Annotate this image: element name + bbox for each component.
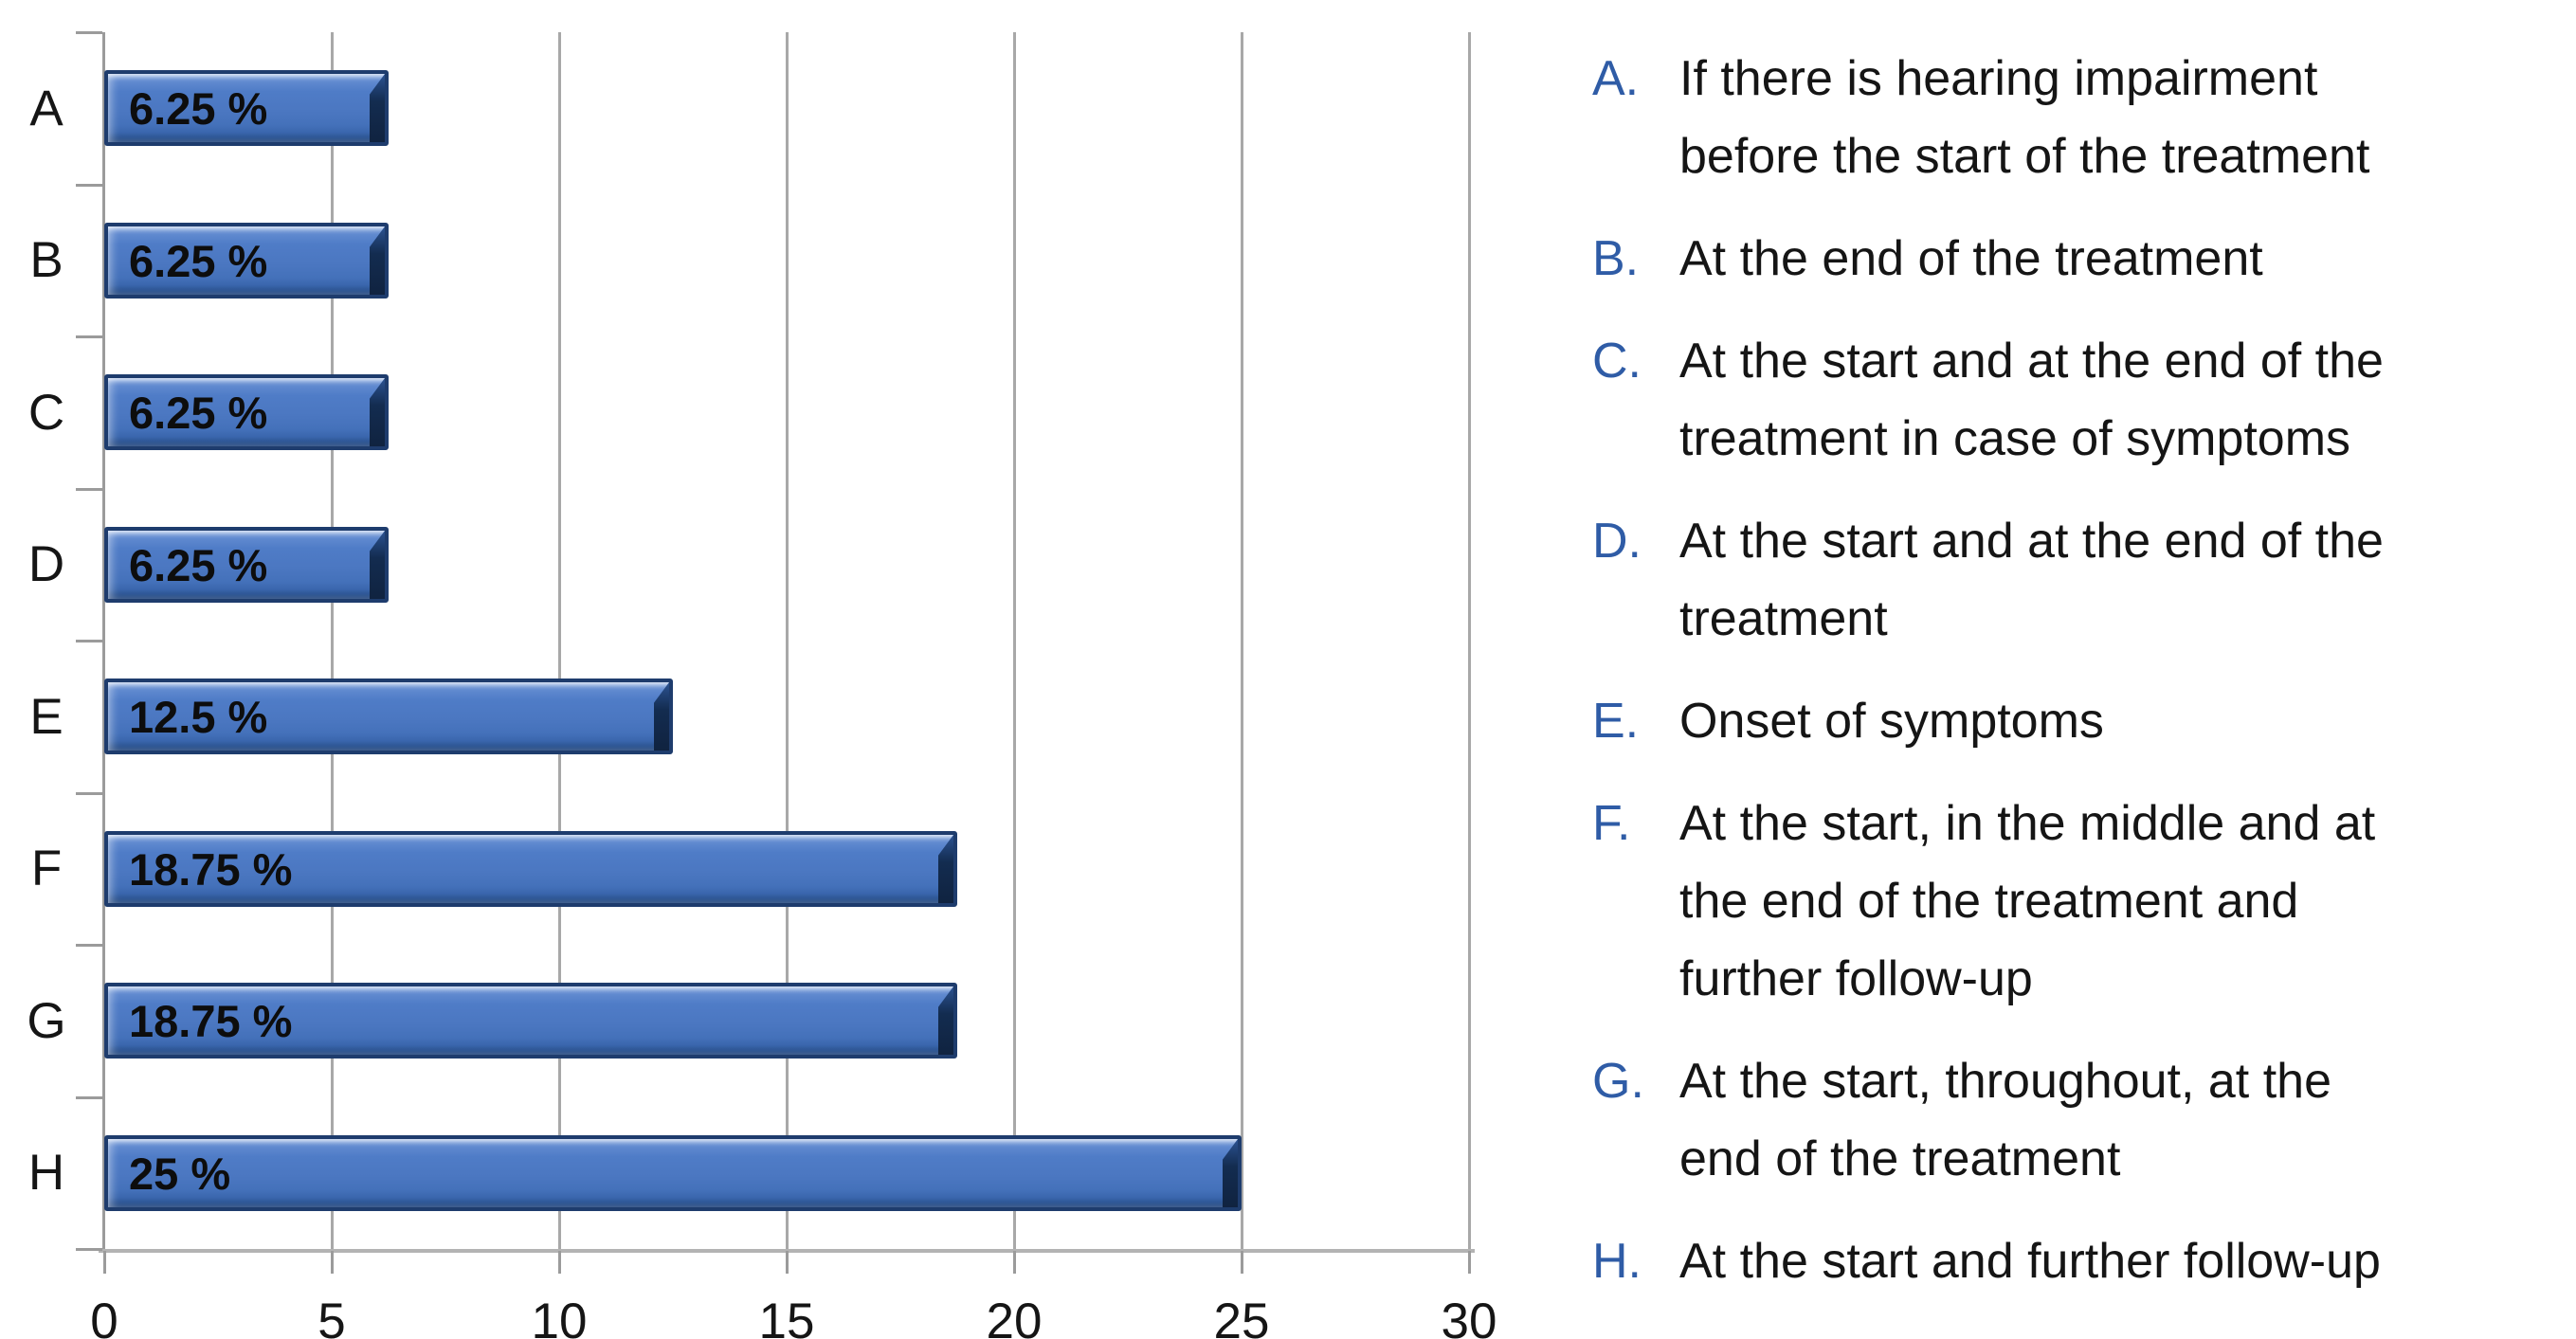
legend-text: At the start, in the middle and at the en… — [1679, 796, 2376, 1006]
x-tick-label-0: 0 — [90, 1294, 118, 1339]
legend-letter: A. — [1592, 51, 1640, 106]
bar-value-label-B: 6.25 % — [129, 235, 268, 286]
bar-value-label-H: 25 % — [129, 1148, 231, 1199]
gridline-10 — [557, 32, 561, 1249]
x-tick-label-15: 15 — [758, 1294, 815, 1339]
bar-value-label-D: 6.25 % — [129, 539, 268, 590]
legend-text: If there is hearing impairment before the… — [1679, 51, 2370, 184]
bar-E: 12.5 % — [104, 679, 673, 754]
x-tick-mark-15 — [785, 1251, 789, 1274]
x-tick-mark-30 — [1467, 1251, 1471, 1274]
legend-letter: H. — [1592, 1234, 1642, 1289]
y-tick-mark-4 — [76, 640, 102, 642]
bar-value-label-F: 18.75 % — [129, 843, 293, 895]
category-label-H: H — [27, 1145, 65, 1202]
gridline-5 — [330, 32, 334, 1249]
category-label-D: D — [27, 536, 65, 593]
legend-letter: C. — [1592, 334, 1642, 389]
bar-value-label-E: 12.5 % — [129, 691, 268, 742]
legend-text: At the end of the treatment — [1679, 231, 2263, 286]
legend-letter: G. — [1592, 1054, 1644, 1109]
y-tick-mark-6 — [76, 944, 102, 947]
x-tick-label-5: 5 — [317, 1294, 346, 1339]
category-label-G: G — [27, 992, 66, 1049]
legend-item-F: F. At the start, in the middle and at the … — [1592, 785, 2576, 1018]
y-tick-mark-5 — [76, 792, 102, 795]
gridline-20 — [1012, 32, 1016, 1249]
bar-value-label-A: 6.25 % — [129, 82, 268, 134]
x-tick-mark-10 — [557, 1251, 561, 1274]
legend-item-C: C. At the start and at the end of the trea… — [1592, 322, 2576, 478]
category-label-A: A — [29, 80, 63, 136]
y-tick-mark-1 — [76, 184, 102, 187]
x-tick-mark-20 — [1012, 1251, 1016, 1274]
x-tick-mark-25 — [1240, 1251, 1243, 1274]
legend-text: At the start and further follow-up — [1679, 1234, 2381, 1289]
legend-letter: F. — [1592, 796, 1631, 851]
x-tick-label-10: 10 — [531, 1294, 588, 1339]
bar-value-label-C: 6.25 % — [129, 387, 268, 438]
legend-item-B: B. At the end of the treatment — [1592, 220, 2576, 298]
bar-B: 6.25 % — [104, 223, 389, 299]
legend-item-H: H. At the start and further follow-up — [1592, 1222, 2576, 1300]
y-axis-line — [102, 32, 105, 1253]
y-tick-mark-2 — [76, 335, 102, 338]
bar-G: 18.75 % — [104, 983, 957, 1059]
legend-letter: B. — [1592, 231, 1640, 286]
gridline-15 — [785, 32, 789, 1249]
bar-value-label-G: 18.75 % — [129, 995, 293, 1046]
legend-text: At the start and at the end of the treatm… — [1679, 334, 2384, 466]
bar-D: 6.25 % — [104, 527, 389, 603]
x-tick-label-20: 20 — [986, 1294, 1043, 1339]
gridline-30 — [1467, 32, 1471, 1249]
y-tick-mark-3 — [76, 488, 102, 491]
y-tick-mark-8 — [76, 1248, 102, 1251]
x-tick-mark-0 — [102, 1251, 106, 1274]
legend-item-G: G. At the start, throughout, at the end of… — [1592, 1042, 2576, 1198]
legend-text: At the start and at the end of the treatm… — [1679, 514, 2384, 646]
legend-letter: D. — [1592, 514, 1642, 569]
legend-item-D: D. At the start and at the end of the trea… — [1592, 502, 2576, 658]
category-label-E: E — [29, 688, 63, 745]
category-label-C: C — [27, 384, 65, 441]
x-tick-mark-5 — [330, 1251, 334, 1274]
y-tick-mark-0 — [76, 31, 102, 34]
legend-item-E: E. Onset of symptoms — [1592, 682, 2576, 760]
legend-text: Onset of symptoms — [1679, 694, 2104, 749]
bar-C: 6.25 % — [104, 374, 389, 450]
x-tick-label-25: 25 — [1213, 1294, 1270, 1339]
legend-text: At the start, throughout, at the end of t… — [1679, 1054, 2331, 1186]
y-tick-mark-7 — [76, 1096, 102, 1099]
legend: A. If there is hearing impairment before t… — [1592, 40, 2576, 1300]
category-label-F: F — [30, 841, 63, 897]
legend-letter: E. — [1592, 694, 1640, 749]
bar-H: 25 % — [104, 1135, 1242, 1211]
legend-item-A: A. If there is hearing impairment before t… — [1592, 40, 2576, 195]
category-label-B: B — [29, 232, 63, 289]
plot-area: 0 5 10 15 20 25 30 A 6.25 % B 6.25 % C 6.25 % D 6.25 %… — [27, 31, 1497, 1339]
gridline-25 — [1240, 32, 1243, 1249]
x-tick-label-30: 30 — [1441, 1294, 1497, 1339]
bar-A: 6.25 % — [104, 70, 389, 146]
bar-F: 18.75 % — [104, 831, 957, 907]
